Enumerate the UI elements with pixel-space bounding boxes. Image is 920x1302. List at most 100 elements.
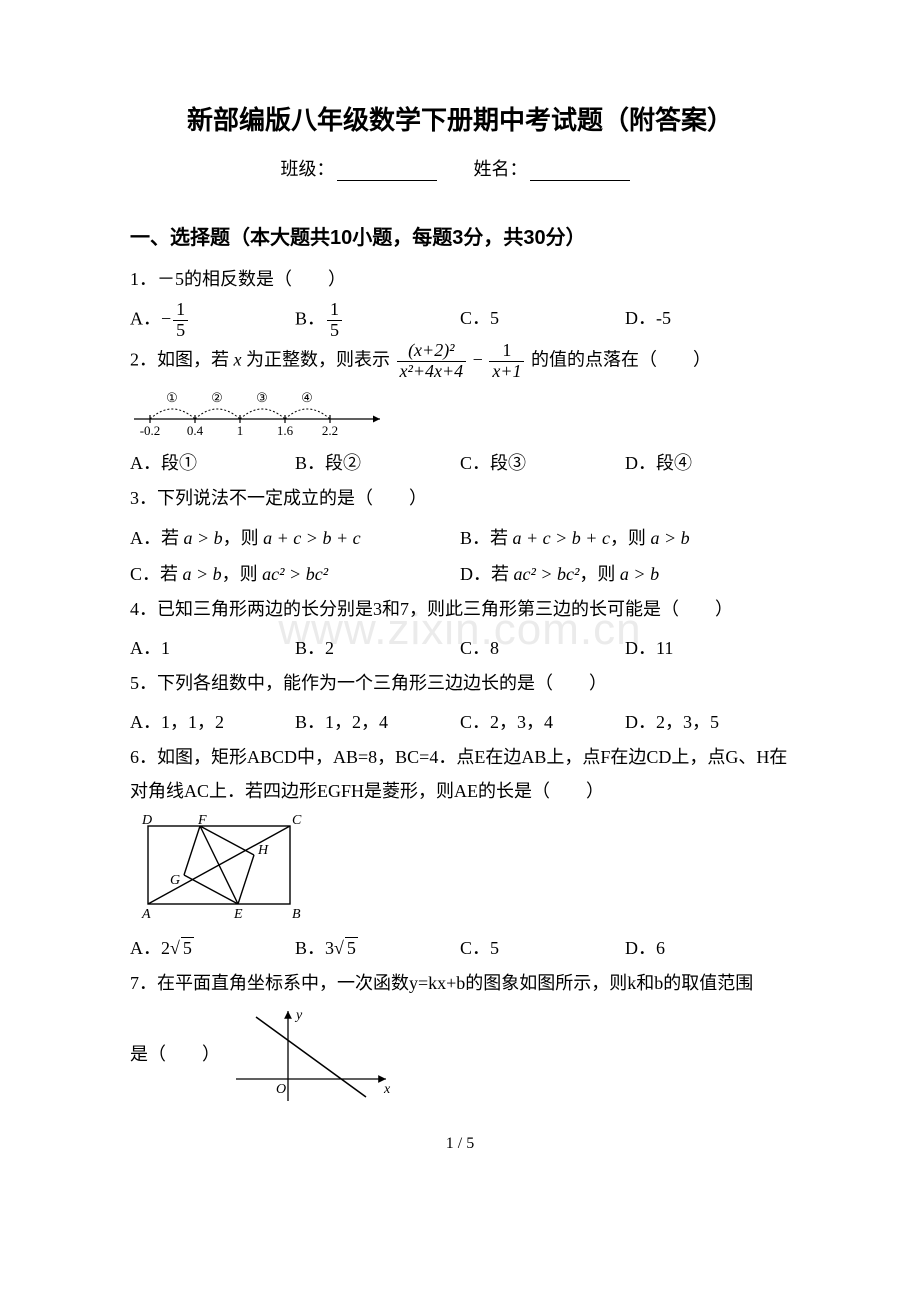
q3-c-res: ac² > bc² [262, 564, 328, 584]
arc-label-2: ② [211, 390, 223, 405]
q3-opt-b: B．若 a + c > b + c，则 a > b [460, 520, 790, 556]
q1-a-prefix: A． [130, 309, 161, 329]
q6-label-D: D [141, 813, 152, 828]
axis-O-label: O [276, 1082, 286, 1097]
q6-label-F: F [197, 813, 207, 828]
q5-options: A．1，1，2 B．1，2，4 C．2，3，4 D．2，3，5 [130, 704, 790, 740]
page-title: 新部编版八年级数学下册期中考试题（附答案） [130, 100, 790, 137]
q3-c-cond: a > b [183, 564, 222, 584]
tick-0: -0.2 [140, 423, 161, 438]
q5-opt-b: B．1，2，4 [295, 704, 460, 740]
arc-label-1: ① [166, 390, 178, 405]
q3-d-mid: ，则 [579, 564, 620, 584]
q2-frac1-num: (x+2)² [397, 341, 467, 362]
q6-opt-b: B．3√5 [295, 930, 460, 966]
q1-opt-a: A．−15 [130, 300, 295, 341]
tick-4: 2.2 [322, 423, 338, 438]
q2-opt-b: B．段② [295, 445, 460, 481]
q3-a-cond: a > b [184, 528, 223, 548]
q1-opt-b: B．15 [295, 300, 460, 341]
q2-opt-c: C．段③ [460, 445, 625, 481]
arc-label-4: ④ [301, 390, 313, 405]
q2-stem: 2．如图，若 x 为正整数，则表示 (x+2)²x²+4x+4 − 1x+1 的… [130, 341, 790, 382]
q1-b-prefix: B． [295, 309, 325, 329]
q4-opt-d: D．11 [625, 630, 790, 666]
q6-label-G: G [170, 873, 180, 888]
q1-b-num: 1 [327, 300, 342, 321]
q3-d-pre: D．若 [460, 564, 514, 584]
q2-var-x: x [234, 349, 242, 369]
q1-opt-c: C．5 [460, 300, 625, 341]
name-label: 姓名： [474, 159, 528, 179]
tick-3: 1.6 [277, 423, 294, 438]
q7-diagram: x y O [226, 1005, 396, 1105]
q6-options: A．2√5 B．3√5 C．5 D．6 [130, 930, 790, 966]
q2-number-line: ① ② ③ ④ -0.2 0.4 1 1.6 2.2 [130, 385, 390, 441]
section-heading: 一、选择题（本大题共10小题，每题3分，共30分） [130, 221, 790, 250]
q4-stem: 4．已知三角形两边的长分别是3和7，则此三角形第三边的长可能是（ ） [130, 592, 790, 626]
graph-svg: x y O [226, 1005, 396, 1105]
q4-options: A．1 B．2 C．8 D．11 [130, 630, 790, 666]
arc-label-3: ③ [256, 390, 268, 405]
rect-svg: D F C A E B G H [130, 812, 310, 924]
q2-frac2-num: 1 [489, 341, 524, 362]
q6-label-A: A [141, 907, 151, 922]
class-name-row: 班级： 姓名： [130, 155, 790, 181]
q3-a-res: a + c > b + c [263, 528, 360, 548]
q6-a-pre: A．2 [130, 938, 170, 958]
q4-opt-a: A．1 [130, 630, 295, 666]
q4-opt-b: B．2 [295, 630, 460, 666]
q3-d-res: a > b [620, 564, 659, 584]
q6-b-pre: B．3 [295, 938, 334, 958]
q2-opt-d: D．段④ [625, 445, 790, 481]
tick-2: 1 [237, 423, 244, 438]
q1-stem: 1．－5的相反数是（ ） [130, 262, 790, 296]
q2-stem-suffix: 的值的点落在（ ） [526, 349, 711, 369]
q6-stem: 6．如图，矩形ABCD中，AB=8，BC=4．点E在边AB上，点F在边CD上，点… [130, 740, 790, 808]
q3-a-pre: A．若 [130, 528, 184, 548]
q3-opt-d: D．若 ac² > bc²，则 a > b [460, 556, 790, 592]
q7-stem2: 是（ ） [130, 1037, 220, 1071]
q3-d-cond: ac² > bc² [514, 564, 580, 584]
q5-opt-a: A．1，1，2 [130, 704, 295, 740]
q3-b-res: a > b [650, 528, 689, 548]
q6-diagram: D F C A E B G H [130, 812, 310, 924]
q3-c-mid: ，则 [222, 564, 263, 584]
q3-opt-a: A．若 a > b，则 a + c > b + c [130, 520, 460, 556]
q3-b-cond: a + c > b + c [513, 528, 610, 548]
axis-y-label: y [294, 1008, 303, 1023]
q6-label-E: E [233, 907, 243, 922]
q6-label-C: C [292, 813, 302, 828]
q6-b-rad: 5 [345, 937, 358, 958]
q3-options: A．若 a > b，则 a + c > b + c B．若 a + c > b … [130, 520, 790, 592]
q2-stem-prefix: 2．如图，若 [130, 349, 234, 369]
q3-c-pre: C．若 [130, 564, 183, 584]
class-label: 班级： [281, 159, 335, 179]
q7-stem: 7．在平面直角坐标系中，一次函数y=kx+b的图象如图所示，则k和b的取值范围 [130, 966, 790, 1000]
tick-1: 0.4 [187, 423, 204, 438]
q1-opt-d: D．-5 [625, 300, 790, 341]
q3-opt-c: C．若 a > b，则 ac² > bc² [130, 556, 460, 592]
q6-opt-a: A．2√5 [130, 930, 295, 966]
q1-a-num: 1 [173, 300, 188, 321]
q5-opt-c: C．2，3，4 [460, 704, 625, 740]
number-line-svg: ① ② ③ ④ -0.2 0.4 1 1.6 2.2 [130, 385, 390, 441]
q2-frac1-den: x²+4x+4 [397, 362, 467, 382]
q3-a-mid: ，则 [223, 528, 264, 548]
q3-b-mid: ，则 [610, 528, 651, 548]
q6-opt-c: C．5 [460, 930, 625, 966]
q6-label-H: H [257, 843, 269, 858]
page-number: 1 / 5 [130, 1135, 790, 1153]
q2-frac2-den: x+1 [489, 362, 524, 382]
q2-stem-mid: 为正整数，则表示 [242, 349, 395, 369]
q5-stem: 5．下列各组数中，能作为一个三角形三边边长的是（ ） [130, 666, 790, 700]
name-blank [530, 162, 630, 181]
q1-a-den: 5 [173, 321, 188, 341]
q1-options: A．−15 B．15 C．5 D．-5 [130, 300, 790, 341]
q6-opt-d: D．6 [625, 930, 790, 966]
q2-minus: − [468, 349, 487, 369]
q3-stem: 3．下列说法不一定成立的是（ ） [130, 481, 790, 515]
axis-x-label: x [383, 1082, 391, 1097]
q4-opt-c: C．8 [460, 630, 625, 666]
q2-options: A．段① B．段② C．段③ D．段④ [130, 445, 790, 481]
